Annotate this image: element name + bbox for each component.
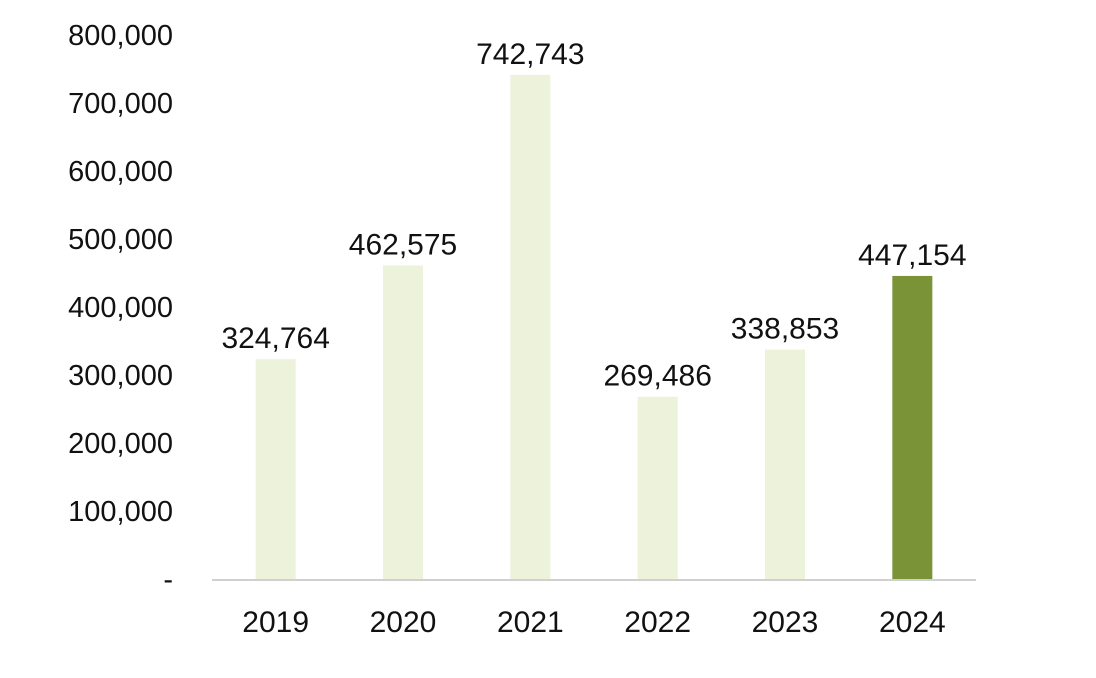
bar-2023 <box>765 349 805 580</box>
x-tick-label-2020: 2020 <box>370 606 437 639</box>
y-tick-label: 400,000 <box>68 292 173 324</box>
x-tick-label-2023: 2023 <box>752 606 819 639</box>
y-tick-label: 600,000 <box>68 156 173 188</box>
data-label-2023: 338,853 <box>731 313 839 346</box>
x-tick-label-2021: 2021 <box>497 606 564 639</box>
y-tick-label: 700,000 <box>68 88 173 120</box>
bars <box>255 74 933 581</box>
bar-2024 <box>892 275 933 580</box>
bar-2021 <box>510 74 551 581</box>
bar-2022 <box>637 396 678 580</box>
x-tick-label-2024: 2024 <box>879 606 946 639</box>
bar-2019 <box>255 359 296 580</box>
data-label-2019: 324,764 <box>221 322 329 355</box>
y-tick-label: 800,000 <box>68 20 173 52</box>
y-tick-label: 500,000 <box>68 224 173 256</box>
data-label-2020: 462,575 <box>349 228 457 261</box>
y-tick-label: 200,000 <box>68 428 173 460</box>
y-axis-tick-labels: - 100,000 200,000 300,000 400,000 500,000 600,… <box>68 20 173 596</box>
y-tick-label: 300,000 <box>68 360 173 392</box>
x-tick-label-2019: 2019 <box>242 606 309 639</box>
x-axis-tick-labels: 2019 2020 2021 2022 2023 2024 <box>242 606 945 639</box>
bar-2020 <box>383 265 423 580</box>
data-label-2024: 447,154 <box>858 239 966 272</box>
data-labels: 324,764 462,575 742,743 269,486 338,853 447,1… <box>221 38 966 393</box>
data-label-2021: 742,743 <box>476 38 584 71</box>
data-label-2022: 269,486 <box>603 360 711 393</box>
x-tick-label-2022: 2022 <box>624 606 691 639</box>
y-tick-label: - <box>163 564 173 596</box>
y-tick-label: 100,000 <box>68 496 173 528</box>
